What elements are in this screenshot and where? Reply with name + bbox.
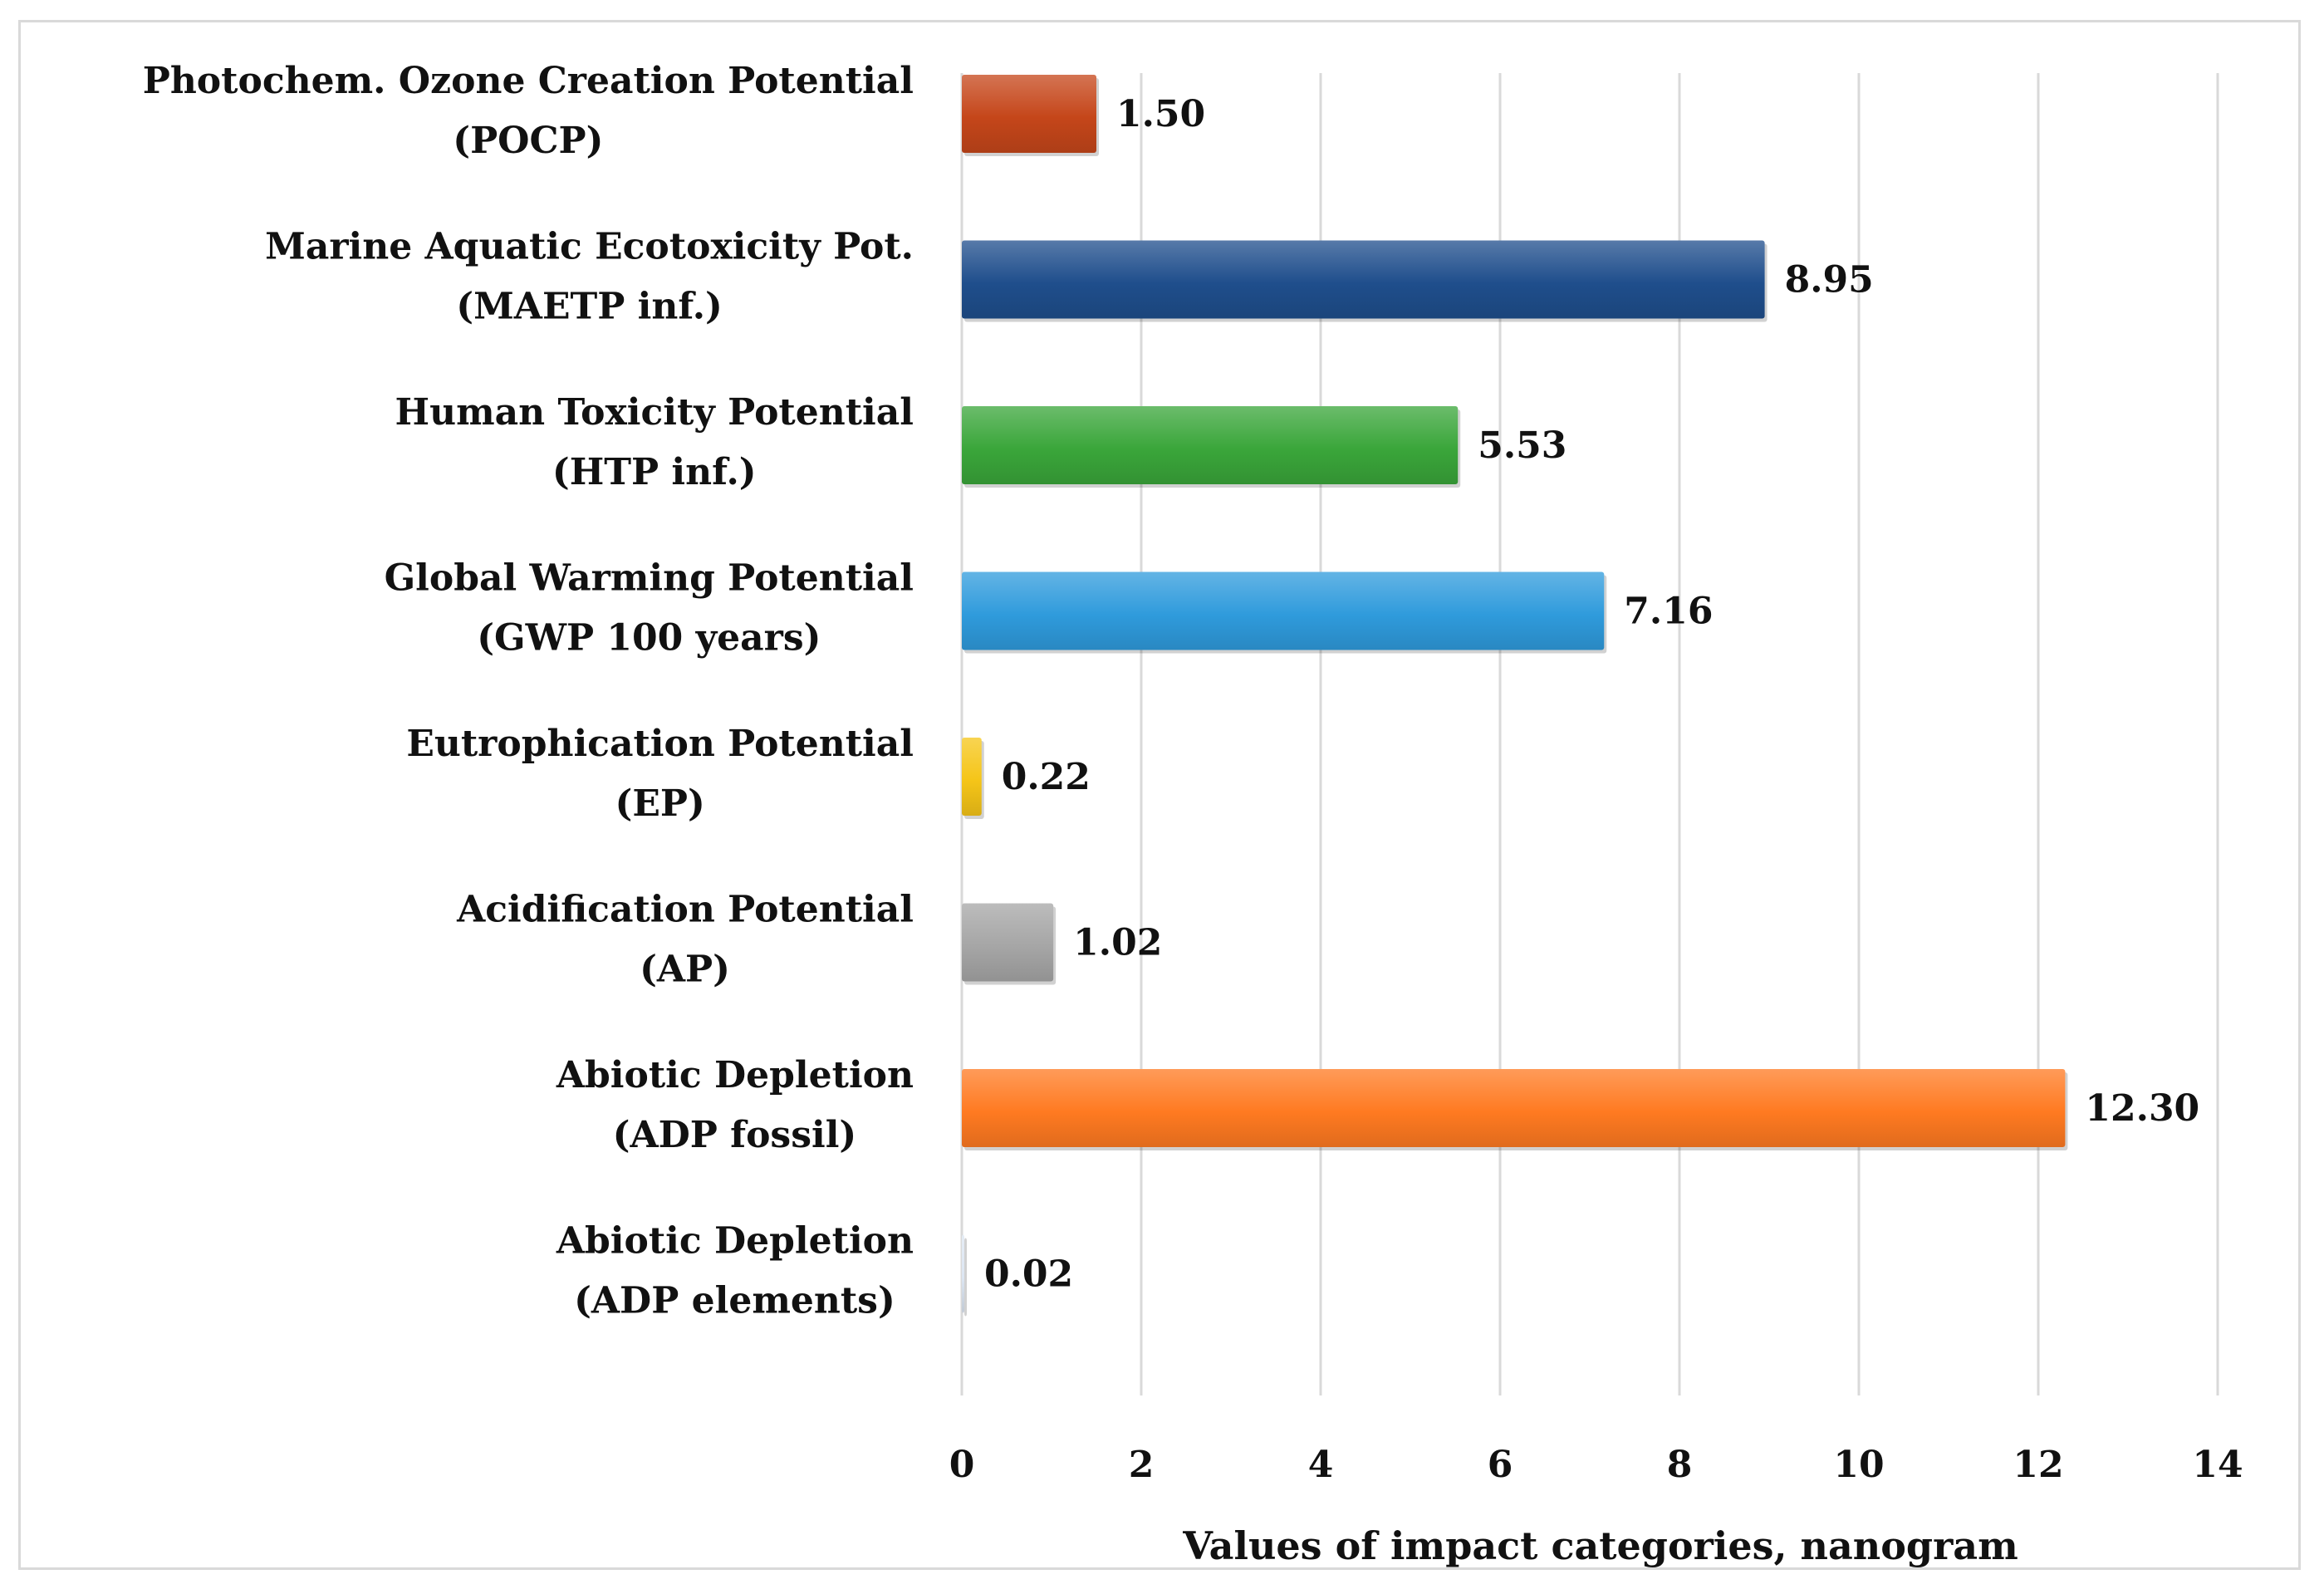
chart-frame: [18, 20, 2301, 1570]
bar: [962, 240, 1765, 319]
bar: [962, 571, 1605, 650]
data-label: 5.53: [1478, 424, 1566, 467]
data-label: 1.50: [1116, 93, 1205, 135]
category-label: Acidification Potential: [456, 889, 914, 931]
category-label: Global Warming Potential: [385, 557, 914, 600]
x-tick-label: 0: [949, 1444, 975, 1486]
category-label: Abiotic Depletion: [556, 1054, 914, 1096]
data-label: 1.02: [1073, 922, 1162, 964]
bar: [962, 903, 1054, 982]
category-label: Abiotic Depletion: [556, 1220, 914, 1263]
category-sublabel: (EP): [615, 782, 705, 825]
category-sublabel: (POCP): [453, 120, 603, 162]
bar: [962, 1234, 964, 1313]
category-sublabel: (ADP fossil): [613, 1114, 857, 1156]
bar: [962, 738, 982, 816]
data-label: 7.16: [1624, 591, 1713, 633]
bar: [962, 1069, 2066, 1147]
category-sublabel: (AP): [640, 949, 730, 991]
bar-shadow: [964, 1238, 967, 1317]
data-label: 12.30: [2085, 1087, 2199, 1130]
data-label: 8.95: [1785, 259, 1874, 302]
data-labels: 1.50 8.95 5.53 7.16 0.22 1.02 12.30 0.02: [984, 93, 2199, 1296]
category-label: Marine Aquatic Ecotoxicity Pot.: [265, 226, 914, 268]
category-label: Photochem. Ozone Creation Potential: [143, 60, 914, 102]
category-label: Eutrophication Potential: [406, 723, 914, 765]
x-tick-label: 6: [1488, 1444, 1513, 1486]
category-labels: Photochem. Ozone Creation Potential (POCP…: [143, 60, 914, 1322]
data-label: 0.22: [1002, 756, 1091, 798]
bar: [962, 75, 1096, 153]
x-axis-ticks: 0 2 4 6 8 10 12 14: [949, 1444, 2243, 1486]
category-sublabel: (HTP inf.): [552, 451, 757, 493]
x-tick-label: 4: [1308, 1444, 1334, 1486]
bars: [962, 75, 2068, 1317]
x-tick-label: 8: [1667, 1444, 1693, 1486]
data-label: 0.02: [984, 1253, 1073, 1296]
x-tick-label: 10: [1833, 1444, 1884, 1486]
x-tick-label: 12: [2013, 1444, 2063, 1486]
x-tick-label: 14: [2192, 1444, 2243, 1486]
category-label: Human Toxicity Potential: [395, 391, 914, 434]
x-axis-title: Values of impact categories, nanogram: [1182, 1523, 2018, 1568]
category-sublabel: (ADP elements): [574, 1280, 895, 1322]
category-sublabel: (MAETP inf.): [456, 286, 723, 328]
bar: [962, 406, 1459, 484]
x-tick-label: 2: [1129, 1444, 1155, 1486]
category-sublabel: (GWP 100 years): [477, 617, 821, 660]
